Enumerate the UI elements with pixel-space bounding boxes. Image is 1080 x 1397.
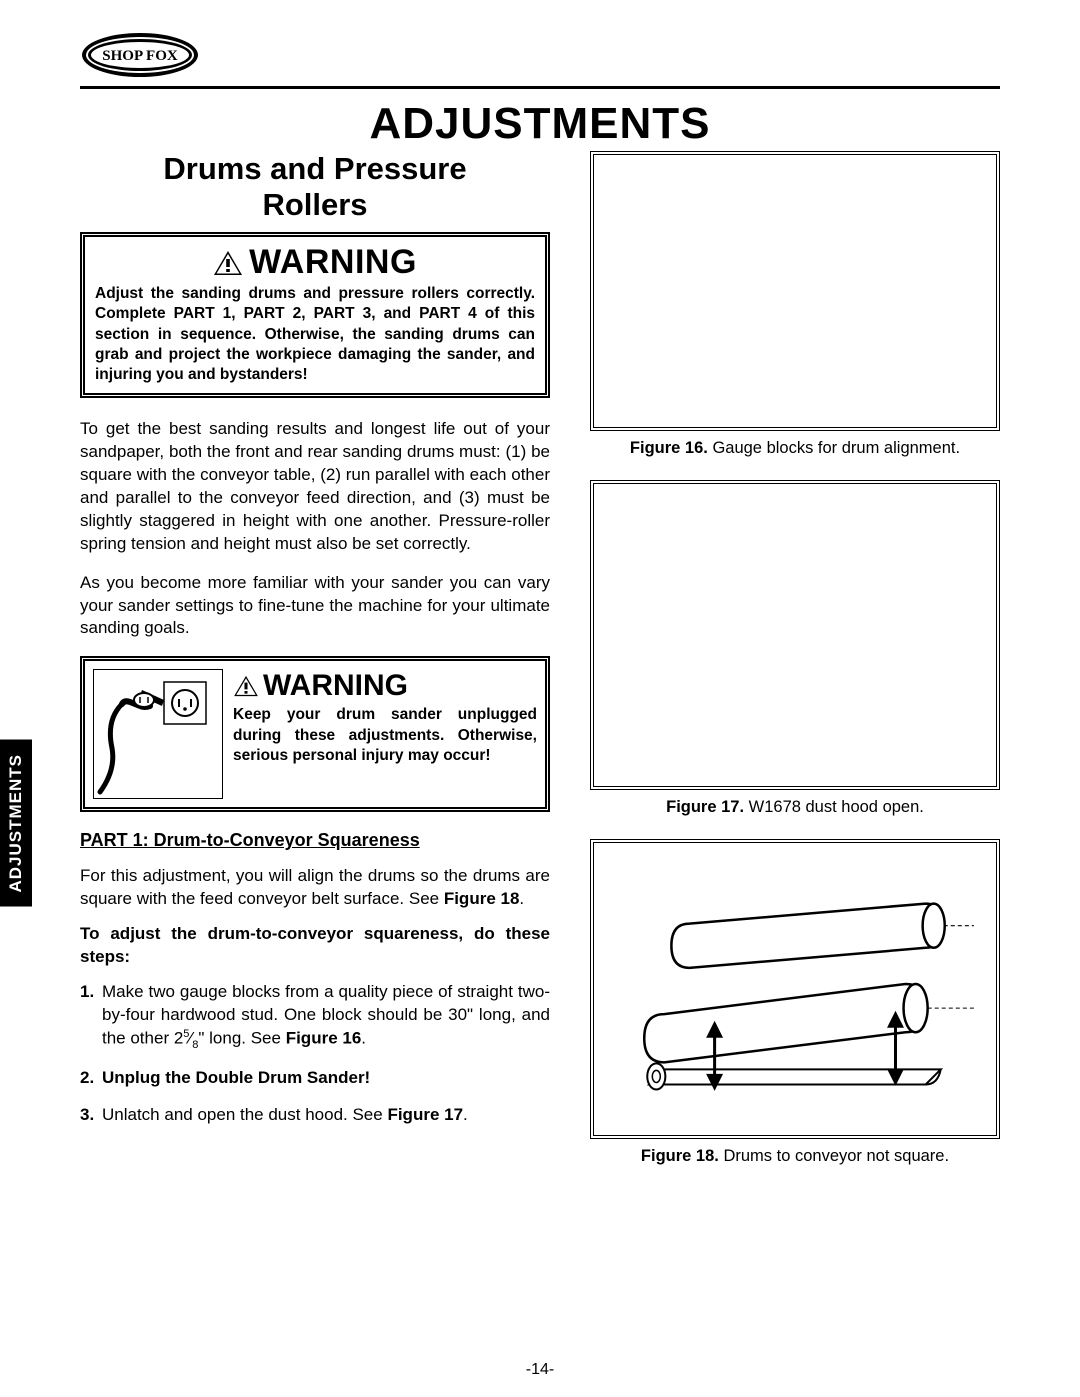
figure-17-caption: Figure 17. W1678 dust hood open. xyxy=(590,798,1000,817)
figure-17-box xyxy=(590,480,1000,790)
step-1-frac-num: 5 xyxy=(183,1028,189,1040)
step-3-figref: Figure 17 xyxy=(387,1105,463,1124)
figure-18-box xyxy=(590,839,1000,1139)
section-title-line1: Drums and Pressure xyxy=(163,151,466,186)
figure-18-caption: Figure 18. Drums to conveyor not square. xyxy=(590,1147,1000,1166)
figure-17-text: W1678 dust hood open. xyxy=(744,798,924,816)
unplug-illustration xyxy=(93,669,223,799)
step-1-figref: Figure 16 xyxy=(286,1029,362,1048)
steps-list: Make two gauge blocks from a quality pie… xyxy=(80,981,550,1127)
figure-18-text: Drums to conveyor not square. xyxy=(719,1147,949,1165)
warning-label-2: WARNING xyxy=(263,669,408,703)
step-1: Make two gauge blocks from a quality pie… xyxy=(102,981,550,1053)
figure-17-label: Figure 17. xyxy=(666,798,744,816)
step-2-text: Unplug the Double Drum Sander! xyxy=(102,1068,370,1087)
warning-box-1: WARNING Adjust the sanding drums and pre… xyxy=(80,232,550,398)
figure-16-box xyxy=(590,151,1000,431)
section-title: Drums and Pressure Rollers xyxy=(80,151,550,222)
figure-16-label: Figure 16. xyxy=(630,439,708,457)
figure-16-caption: Figure 16. Gauge blocks for drum alignme… xyxy=(590,439,1000,458)
step-3-a: Unlatch and open the dust hood. See xyxy=(102,1105,387,1124)
step-3: Unlatch and open the dust hood. See Figu… xyxy=(102,1104,550,1127)
side-tab: ADJUSTMENTS xyxy=(0,740,32,907)
warning-triangle-icon xyxy=(233,675,259,697)
warning-header-2: WARNING xyxy=(233,669,537,703)
part-1-intro-c: . xyxy=(519,889,524,908)
brand-logo: SHOP FOX xyxy=(80,30,200,80)
left-column: Drums and Pressure Rollers WARNING Adjus… xyxy=(80,151,550,1188)
figure-16-text: Gauge blocks for drum alignment. xyxy=(708,439,960,457)
page-title: ADJUSTMENTS xyxy=(80,99,1000,149)
warning-text-2: Keep your drum sander unplugged during t… xyxy=(233,705,537,765)
step-2: Unplug the Double Drum Sander! xyxy=(102,1067,550,1090)
section-title-line2: Rollers xyxy=(262,187,367,222)
right-column: Figure 16. Gauge blocks for drum alignme… xyxy=(590,151,1000,1188)
step-1-d: . xyxy=(361,1029,366,1048)
page-number: -14- xyxy=(0,1361,1080,1379)
figure-18-label: Figure 18. xyxy=(641,1147,719,1165)
part-1-intro: For this adjustment, you will align the … xyxy=(80,865,550,911)
step-3-c: . xyxy=(463,1105,468,1124)
paragraph-2: As you become more familiar with your sa… xyxy=(80,572,550,641)
warning-header-1: WARNING xyxy=(95,243,535,282)
warning-box-2: WARNING Keep your drum sander unplugged … xyxy=(80,656,550,812)
svg-text:SHOP FOX: SHOP FOX xyxy=(102,48,178,64)
part-1-title: PART 1: Drum-to-Conveyor Squareness xyxy=(80,830,550,851)
paragraph-1: To get the best sanding results and long… xyxy=(80,418,550,556)
warning-text-1: Adjust the sanding drums and pressure ro… xyxy=(95,284,535,385)
step-1-b: " long. See xyxy=(198,1029,285,1048)
warning-label-1: WARNING xyxy=(249,243,417,282)
page-header: SHOP FOX xyxy=(80,30,1000,89)
warning-triangle-icon xyxy=(213,250,243,276)
part-1-intro-figref: Figure 18 xyxy=(444,889,520,908)
part-1-lead: To adjust the drum-to-conveyor squarenes… xyxy=(80,923,550,969)
